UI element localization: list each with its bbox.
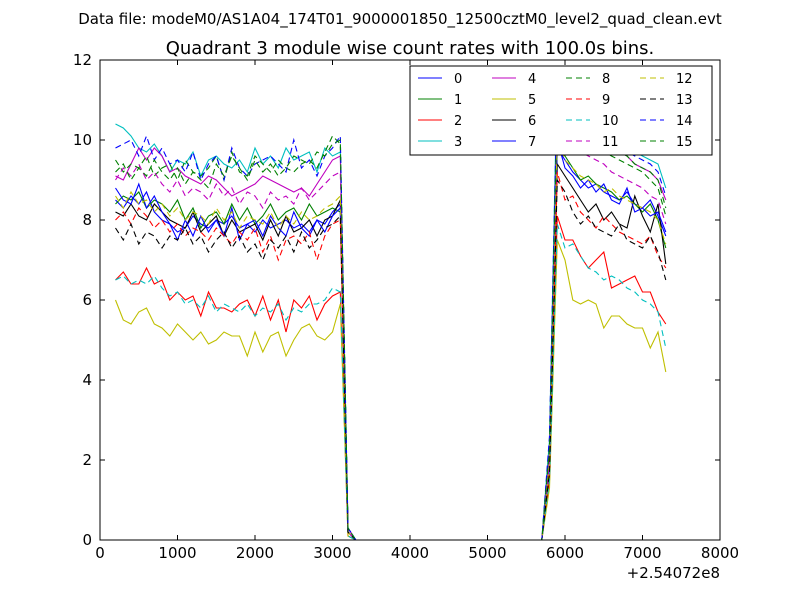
x-offset-label: +2.54072e8 <box>627 564 720 582</box>
chart-title: Quadrant 3 module wise count rates with … <box>166 38 655 59</box>
legend-label-12: 12 <box>676 72 693 87</box>
series-line-1 <box>115 142 667 540</box>
legend-label-0: 0 <box>454 72 462 87</box>
legend-label-10: 10 <box>602 114 619 129</box>
x-tick-label: 6000 <box>546 544 584 562</box>
legend-label-13: 13 <box>676 93 693 108</box>
series-line-11 <box>115 115 667 540</box>
series-layer <box>114 67 667 540</box>
x-tick-label: 1000 <box>158 544 196 562</box>
y-tick-label: 8 <box>82 211 92 229</box>
series-line-7 <box>115 139 667 540</box>
x-tick-label: 3000 <box>313 544 351 562</box>
datafile-label: Data file: modeM0/AS1A04_174T01_90000018… <box>78 10 722 29</box>
legend-label-2: 2 <box>454 114 462 129</box>
legend-label-11: 11 <box>602 135 619 150</box>
x-tick-label: 4000 <box>391 544 429 562</box>
y-tick-label: 12 <box>73 51 92 69</box>
x-tick-label: 8000 <box>701 544 739 562</box>
x-tick-label: 0 <box>95 544 105 562</box>
legend-label-1: 1 <box>454 93 462 108</box>
legend-label-9: 9 <box>602 93 610 108</box>
legend-label-14: 14 <box>676 114 693 129</box>
legend-frame <box>409 65 713 156</box>
legend-label-15: 15 <box>676 135 693 150</box>
legend-label-7: 7 <box>528 135 536 150</box>
x-tick-label: 2000 <box>236 544 274 562</box>
legend-label-3: 3 <box>454 135 462 150</box>
series-line-13 <box>115 178 667 540</box>
y-tick-label: 0 <box>82 531 92 549</box>
series-line-12 <box>115 135 667 540</box>
legend-label-5: 5 <box>528 93 536 108</box>
legend-label-4: 4 <box>528 72 536 87</box>
legend-label-8: 8 <box>602 72 610 87</box>
series-line-0 <box>115 146 667 540</box>
y-tick-label: 6 <box>82 291 92 309</box>
series-line-2 <box>115 215 667 540</box>
y-tick-label: 10 <box>73 131 92 149</box>
series-line-8 <box>115 87 667 540</box>
series-line-5 <box>114 239 667 540</box>
series-line-4 <box>115 95 667 540</box>
x-tick-label: 5000 <box>468 544 506 562</box>
y-tick-label: 2 <box>82 451 92 469</box>
series-line-9 <box>115 171 667 540</box>
y-tick-label: 4 <box>82 371 92 389</box>
legend-label-6: 6 <box>528 114 536 129</box>
axis-ticks: 0 1000 2000 3000 4000 5000 6000 7000 80000246810… <box>73 51 739 562</box>
x-tick-label: 7000 <box>623 544 661 562</box>
series-line-10 <box>115 223 667 540</box>
